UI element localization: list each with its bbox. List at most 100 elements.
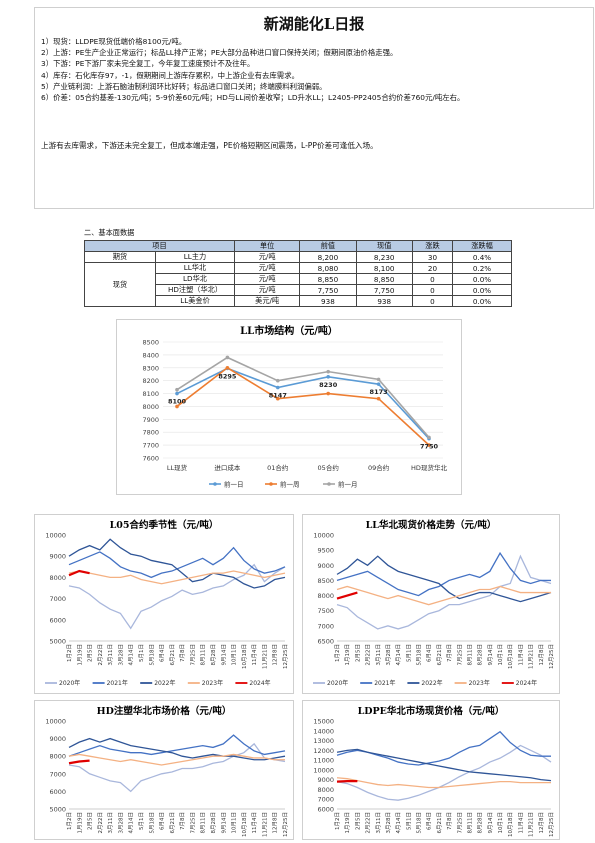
- x-tick-label: 3月11日: [375, 812, 382, 834]
- y-tick-label: 8000: [49, 574, 66, 582]
- legend-label: 前一日: [224, 480, 244, 489]
- x-tick-label: 6月21日: [169, 812, 176, 834]
- legend-label: 2022年: [421, 679, 442, 687]
- x-tick-label: 8月11日: [466, 644, 473, 666]
- x-tick-label: 7月8日: [446, 812, 453, 830]
- ll-north-svg: LL华北现货价格走势（元/吨）6500700075008000850090009…: [303, 515, 559, 693]
- legend-label: 2023年: [469, 679, 490, 687]
- chg-cell: 30: [412, 252, 452, 263]
- legend-label: 2022年: [154, 679, 175, 687]
- x-tick-label: 12月25日: [548, 812, 555, 837]
- y-tick-label: 10000: [45, 718, 66, 726]
- x-tick-label: 2月5日: [87, 812, 94, 830]
- pct-cell: 0.0%: [453, 285, 512, 296]
- chg-cell: 0: [412, 285, 452, 296]
- x-tick-label: 4月14日: [128, 812, 135, 834]
- chg-cell: 0: [412, 296, 452, 307]
- data-label: 8147: [269, 391, 287, 399]
- x-tick-label: 6月21日: [169, 644, 176, 666]
- x-tick-label: 2月22日: [97, 644, 104, 666]
- x-tick-label: 3月11日: [375, 644, 382, 666]
- x-tick-label: 05合约: [318, 463, 339, 472]
- legend-label: 2023年: [202, 679, 223, 687]
- y-tick-label: 6500: [317, 638, 334, 646]
- x-tick-label: 12月8日: [538, 812, 545, 834]
- x-tick-label: 6月4日: [159, 644, 166, 662]
- item-cell: LL主力: [156, 252, 235, 263]
- x-tick-label: 9月14日: [487, 644, 494, 666]
- x-tick-label: LL现货: [167, 463, 188, 472]
- data-point: [326, 375, 330, 379]
- y-tick-label: 7000: [317, 796, 334, 804]
- series-line: [69, 571, 90, 575]
- x-tick-label: 5月1日: [405, 644, 412, 662]
- x-tick-label: 12月8日: [538, 644, 545, 666]
- y-tick-label: 15000: [313, 718, 334, 726]
- x-tick-label: 5月18日: [148, 812, 155, 834]
- x-tick-label: 3月28日: [385, 644, 392, 666]
- pct-cell: 0.0%: [453, 296, 512, 307]
- x-tick-label: 2月5日: [87, 644, 94, 662]
- series-line: [337, 749, 551, 780]
- ldpe-north-svg: LDPE华北市场现货价格（元/吨）60007000800090001000011…: [303, 701, 559, 839]
- data-point: [226, 356, 230, 360]
- y-tick-label: 8300: [142, 364, 159, 372]
- y-tick-label: 12000: [313, 747, 334, 755]
- x-tick-label: 4月14日: [395, 812, 402, 834]
- prev-cell: 8,850: [300, 274, 356, 285]
- chart-title: L05合约季节性（元/吨）: [110, 519, 219, 531]
- x-tick-label: 5月1日: [138, 644, 145, 662]
- header-item: 项目: [85, 241, 235, 252]
- data-point: [427, 436, 431, 440]
- series-line: [337, 593, 357, 599]
- x-tick-label: 1月2日: [66, 644, 73, 662]
- y-tick-label: 9000: [49, 553, 66, 561]
- table-row: 期货 LL主力 元/吨 8,200 8,230 30 0.4%: [85, 252, 512, 263]
- line-upstream: 2）上游：PE生产企业正常运行；标品LL排产正常；PE大部分品种进口窗口保持关闭…: [41, 47, 586, 58]
- legend-label: 前一月: [338, 480, 358, 489]
- y-tick-label: 9000: [317, 776, 334, 784]
- data-point: [377, 382, 381, 386]
- series-line: [177, 368, 429, 438]
- x-tick-label: 1月19日: [76, 644, 83, 666]
- legend-marker: [269, 482, 273, 486]
- y-tick-label: 7000: [49, 770, 66, 778]
- data-point: [276, 386, 280, 390]
- item-cell: LL华北: [156, 263, 235, 274]
- x-tick-label: 3月28日: [117, 812, 124, 834]
- x-tick-label: 11月4日: [517, 812, 524, 834]
- x-tick-label: 12月8日: [272, 644, 279, 666]
- series-line: [337, 778, 551, 788]
- x-tick-label: 7月8日: [179, 644, 186, 662]
- data-point: [175, 392, 179, 396]
- x-tick-label: 5月18日: [148, 644, 155, 666]
- legend-label: 2020年: [327, 679, 348, 687]
- x-tick-label: 4月14日: [395, 644, 402, 666]
- series-line: [337, 586, 551, 604]
- x-tick-label: 7月25日: [189, 644, 196, 666]
- line-spread: 6）价差：05合约基差-130元/吨；5-9价差60元/吨；HD与LL间价差收窄…: [41, 92, 586, 103]
- prev-cell: 7,750: [300, 285, 356, 296]
- x-tick-label: 3月28日: [117, 644, 124, 666]
- y-tick-label: 9000: [317, 562, 334, 570]
- data-point: [377, 378, 381, 382]
- unit-cell: 元/吨: [235, 252, 300, 263]
- header-unit: 单位: [235, 241, 300, 252]
- group-cell: 现货: [85, 263, 156, 307]
- data-point: [175, 388, 179, 392]
- y-tick-label: 8500: [317, 577, 334, 585]
- curr-cell: 7,750: [356, 285, 412, 296]
- x-tick-label: 1月2日: [334, 812, 341, 830]
- report-title: 新湖能化L日报: [35, 13, 593, 34]
- y-tick-label: 14000: [313, 727, 334, 735]
- prev-cell: 8,200: [300, 252, 356, 263]
- group-cell: 期货: [85, 252, 156, 263]
- prev-cell: 938: [300, 296, 356, 307]
- x-tick-label: 3月11日: [107, 812, 114, 834]
- y-tick-label: 8000: [49, 753, 66, 761]
- x-tick-label: 4月14日: [128, 644, 135, 666]
- legend-label: 2020年: [59, 679, 80, 687]
- x-tick-label: 6月4日: [159, 812, 166, 830]
- x-tick-label: 6月21日: [436, 644, 443, 666]
